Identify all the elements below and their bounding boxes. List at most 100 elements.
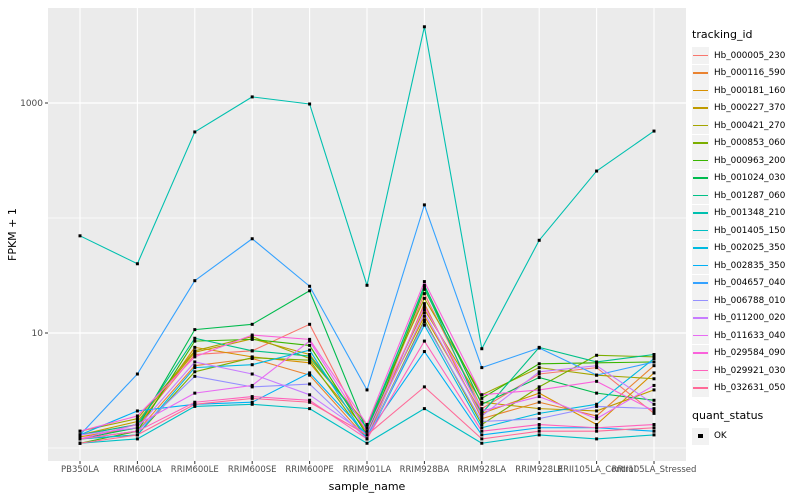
data-point [308, 357, 312, 361]
legend-key [692, 257, 709, 274]
data-point [250, 395, 254, 399]
data-point [193, 349, 197, 353]
data-point [365, 441, 369, 445]
data-point [537, 400, 541, 404]
legend-item: Hb_002835_350 [692, 257, 785, 274]
data-point [652, 409, 656, 413]
data-point [652, 383, 656, 387]
data-point [308, 102, 312, 106]
data-point [135, 423, 139, 427]
x-tick-label: PB350LA [61, 465, 99, 475]
legend-line-swatch [693, 387, 708, 389]
data-point [652, 360, 656, 364]
data-point [250, 333, 254, 337]
data-point [480, 400, 484, 404]
legend-key [692, 187, 709, 204]
x-tick-label: RRIM928LA [457, 465, 506, 475]
data-point [422, 314, 426, 318]
data-point [652, 377, 656, 381]
legend-key [692, 152, 709, 169]
data-point [250, 337, 254, 341]
data-point [135, 372, 139, 376]
data-point [250, 372, 254, 376]
data-point [135, 419, 139, 423]
data-point [422, 320, 426, 324]
legend-item: Hb_000853_060 [692, 134, 785, 152]
legend-label: OK [714, 431, 727, 441]
data-point [78, 441, 82, 445]
x-tick-label: RRIM600PE [285, 465, 333, 475]
legend-label: Hb_000005_230 [714, 50, 786, 61]
data-point [652, 129, 656, 133]
data-point [135, 433, 139, 437]
data-point [480, 396, 484, 400]
legend-line-swatch [693, 352, 708, 354]
data-point [193, 370, 197, 374]
data-point [537, 370, 541, 374]
legend-label: Hb_000116_590 [714, 68, 786, 78]
data-point [365, 423, 369, 427]
legend-item: Hb_029921_030 [692, 362, 785, 379]
legend-line-swatch [693, 299, 708, 302]
data-point [308, 343, 312, 347]
legend-label: Hb_002025_350 [714, 243, 786, 253]
legend-line-swatch [693, 334, 708, 337]
legend-key [692, 427, 709, 445]
data-point [308, 400, 312, 404]
data-point [480, 429, 484, 433]
data-point [652, 353, 656, 357]
data-point [652, 411, 656, 415]
legend-key [692, 327, 709, 344]
legend-key [692, 362, 709, 379]
data-point [595, 360, 599, 364]
legend-line-swatch [693, 142, 708, 144]
legend-item: Hb_001348_210 [692, 204, 785, 222]
data-point [365, 437, 369, 441]
data-point [422, 285, 426, 289]
data-point [422, 296, 426, 300]
data-point [422, 323, 426, 327]
data-point [250, 356, 254, 360]
legend-items: Hb_000005_230 Hb_000116_590 Hb_000181_160 H… [692, 47, 785, 397]
data-point [135, 409, 139, 413]
legend-label: Hb_002835_350 [714, 260, 786, 271]
legend-key [692, 82, 709, 99]
legend-item: Hb_000227_370 [692, 99, 785, 117]
legend-label: Hb_006788_010 [714, 295, 786, 306]
data-point [480, 426, 484, 430]
data-point [422, 350, 426, 354]
legend-label: Hb_029584_090 [714, 348, 786, 358]
data-point [652, 355, 656, 359]
data-point [652, 364, 656, 368]
data-point [480, 433, 484, 437]
legend-label: Hb_032631_050 [714, 383, 786, 393]
data-point [480, 411, 484, 415]
legend-key [692, 117, 709, 134]
data-point [422, 302, 426, 306]
data-point [308, 348, 312, 352]
data-point [193, 336, 197, 340]
data-point [365, 433, 369, 437]
legend-label: Hb_000963_200 [714, 155, 786, 166]
data-point [308, 354, 312, 358]
legend-item: Hb_001405_150 [692, 222, 785, 239]
legend-label: Hb_011633_040 [714, 330, 786, 341]
data-point [193, 279, 197, 283]
data-point [422, 304, 426, 308]
data-point [422, 339, 426, 343]
data-point [537, 346, 541, 350]
legend-item: Hb_000421_270 [692, 117, 785, 134]
legend-label: Hb_001024_030 [714, 173, 786, 183]
data-point [135, 262, 139, 266]
data-point [422, 283, 426, 287]
data-point [537, 372, 541, 376]
data-point [595, 429, 599, 433]
data-point [480, 414, 484, 418]
data-point [595, 423, 599, 427]
data-point [250, 335, 254, 339]
data-point [78, 437, 82, 441]
legend-line-swatch [693, 264, 708, 267]
data-point [480, 437, 484, 441]
